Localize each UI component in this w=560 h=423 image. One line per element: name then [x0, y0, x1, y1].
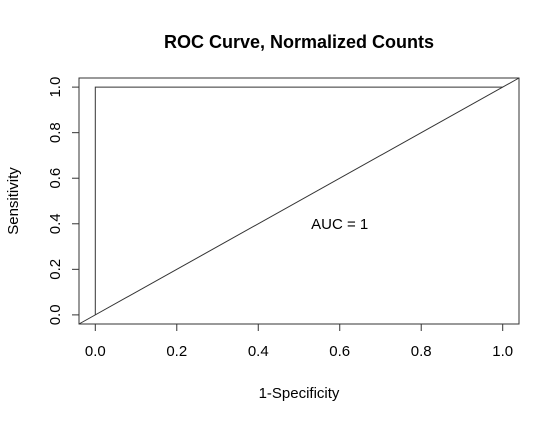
x-tick-label: 0.2 — [166, 343, 187, 360]
x-tick-label: 0.8 — [411, 343, 432, 360]
x-tick-label: 0.4 — [248, 343, 269, 360]
diagonal-reference-line — [78, 77, 520, 325]
annotations: AUC = 1 — [311, 216, 368, 233]
x-axis: 0.0 0.2 0.4 0.6 0.8 1.0 — [85, 323, 513, 360]
auc-annotation: AUC = 1 — [311, 216, 368, 233]
x-axis-label: 1-Specificity — [259, 385, 340, 402]
y-axis-label: Sensitivity — [5, 167, 22, 235]
y-tick-label: 0.0 — [47, 304, 64, 325]
y-tick-label: 0.8 — [47, 122, 64, 143]
x-tick-label: 1.0 — [492, 343, 513, 360]
y-axis: 0.0 0.2 0.4 0.6 0.8 1.0 — [47, 77, 80, 325]
x-tick-label: 0.0 — [85, 343, 106, 360]
y-tick-label: 0.2 — [47, 259, 64, 280]
y-tick-label: 0.6 — [47, 168, 64, 189]
y-tick-label: 0.4 — [47, 213, 64, 234]
x-tick-label: 0.6 — [329, 343, 350, 360]
plot-lines — [78, 77, 520, 325]
roc-curve-line — [94, 86, 503, 315]
chart-title: ROC Curve, Normalized Counts — [164, 32, 434, 52]
y-tick-label: 1.0 — [47, 77, 64, 98]
